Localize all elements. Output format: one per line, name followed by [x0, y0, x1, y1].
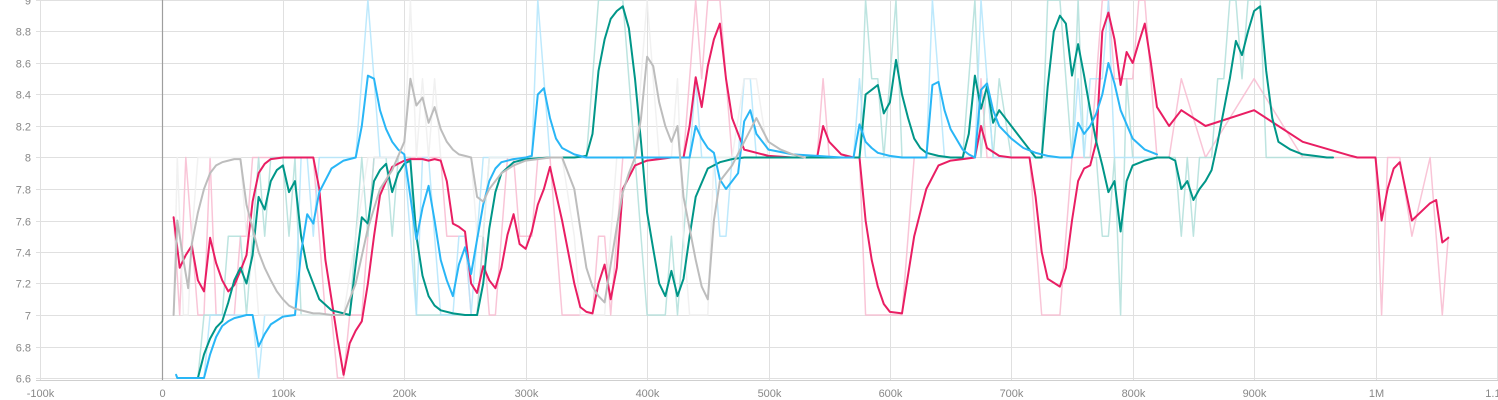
- y-tick-label: 8.6: [16, 59, 31, 71]
- smoothed-series-layer: [172, 5, 1450, 379]
- x-tick-label: 800k: [1122, 388, 1146, 400]
- y-tick-label: 7.8: [16, 185, 31, 197]
- x-axis-tick-labels: -100k 0 100k 200k 300k 400k 500k 600k 700k 800k 90…: [27, 388, 1498, 400]
- x-tick-label: 200k: [393, 388, 417, 400]
- y-tick-label: 7.6: [16, 217, 31, 229]
- x-tick-label: 300k: [515, 388, 539, 400]
- y-tick-label: 8: [25, 153, 31, 165]
- x-tick-label: 1.1M: [1485, 388, 1498, 400]
- y-tick-label: 9: [25, 0, 31, 8]
- x-tick-label: 1M: [1369, 388, 1384, 400]
- y-tick-label: 8.8: [16, 27, 31, 39]
- x-tick-label: 600k: [879, 388, 903, 400]
- y-tick-label: 8.2: [16, 122, 31, 134]
- y-tick-label: 7: [25, 311, 31, 323]
- x-tick-label: 500k: [758, 388, 782, 400]
- x-tick-label: 0: [159, 388, 165, 400]
- smoothed-series-line-3: [172, 55, 806, 316]
- x-tick-label: 400k: [636, 388, 660, 400]
- x-tick-label: 100k: [272, 388, 296, 400]
- y-tick-label: 8.4: [16, 90, 31, 102]
- y-tick-label: 7.2: [16, 279, 31, 291]
- y-tick-label: 6.8: [16, 343, 31, 355]
- raw-series-line-3: [172, 0, 805, 316]
- y-tick-label: 7.4: [16, 248, 31, 260]
- x-tick-label: 900k: [1243, 388, 1267, 400]
- x-tick-label: -100k: [27, 388, 55, 400]
- smoothed-series-line-0: [172, 11, 1450, 376]
- x-tick-label: 700k: [1000, 388, 1024, 400]
- smoothed-series-line-2: [175, 62, 1158, 379]
- y-axis-tick-labels: 6.6 6.8 7 7.2 7.4 7.6 7.8 8 8.2 8.4 8.6 8.8 9: [16, 0, 31, 386]
- smoothed-series-line-1: [196, 5, 1334, 379]
- chart-axes: [36, 0, 1498, 381]
- y-tick-label: 6.6: [16, 374, 31, 386]
